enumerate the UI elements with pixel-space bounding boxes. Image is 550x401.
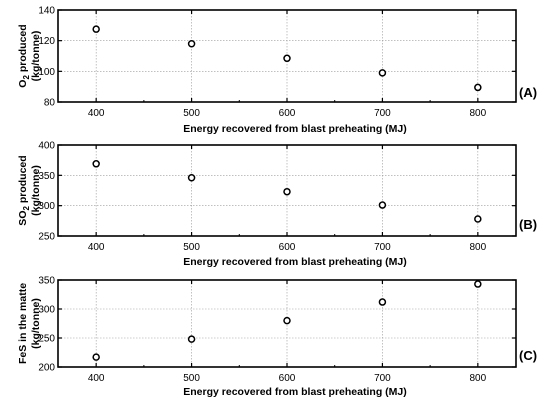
x-tick-label: 700 [374, 373, 391, 384]
chart-panel-2: 400 500 600 700 800 250 300 350 400 Energy recove… [17, 141, 537, 269]
y-tick-label: 350 [38, 276, 55, 287]
x-tick-label: 500 [183, 373, 200, 384]
y-label-rest: produced [17, 24, 29, 75]
panel-label: (C) [519, 348, 537, 363]
data-point [92, 25, 100, 33]
data-point [474, 280, 482, 288]
y-axis-label-line1: O2 produced [17, 24, 31, 87]
x-tick-label: 500 [183, 242, 200, 253]
y-label-subscript: 2 [22, 206, 31, 211]
data-point [378, 69, 387, 77]
y-tick-label: 350 [38, 171, 55, 182]
data-point [187, 335, 196, 343]
data-point [378, 201, 387, 209]
y-axis-label-line1: SO2 produced [17, 155, 31, 225]
y-tick-label: 300 [38, 201, 55, 212]
data-point [283, 54, 291, 63]
x-tick-label: 500 [183, 108, 200, 119]
x-tick-label: 800 [469, 373, 486, 384]
y-tick-label: 300 [38, 305, 55, 316]
chart-panel-3: 400 500 600 700 800 200 250 300 350 Energy recove… [17, 276, 537, 399]
x-tick-label: 400 [88, 242, 105, 253]
y-tick-label: 400 [38, 141, 55, 152]
y-axis-label-line2: (kg/tonne) [30, 298, 42, 349]
y-tick-label: 140 [38, 6, 55, 17]
data-point [92, 353, 100, 361]
panel-label: (A) [519, 85, 537, 100]
y-axis-label-line2: (kg/tonne) [30, 165, 42, 216]
x-axis-label: Energy recovered from blast preheating (… [183, 386, 406, 398]
data-point [283, 187, 291, 196]
x-tick-label: 700 [374, 108, 391, 119]
x-tick-label: 600 [279, 108, 296, 119]
chart-panel-1: 400 500 600 700 800 80 100 120 140 Energy recover… [17, 6, 537, 136]
data-point [474, 215, 482, 223]
y-axis-label-line2: (kg/tonne) [30, 31, 42, 82]
x-tick-label: 400 [88, 373, 105, 384]
y-tick-label: 250 [38, 334, 55, 345]
x-tick-label: 600 [279, 242, 296, 253]
panel-label: (B) [519, 217, 537, 232]
y-label-main: SO [17, 211, 29, 226]
x-tick-label: 600 [279, 373, 296, 384]
x-tick-label: 400 [88, 108, 105, 119]
y-label-rest: produced [17, 155, 29, 206]
y-tick-label: 120 [38, 36, 55, 47]
y-label-main: FeS in the matte [17, 283, 29, 364]
y-label-main: O [17, 80, 29, 88]
y-tick-label: 80 [44, 98, 56, 109]
x-axis-label: Energy recovered from blast preheating (… [183, 123, 406, 135]
data-point [378, 298, 387, 306]
y-axis-label: O2 produced (kg/tonne) [17, 24, 42, 87]
data-point [187, 174, 196, 182]
x-tick-label: 800 [469, 108, 486, 119]
y-tick-label: 200 [38, 363, 55, 374]
y-axis-label: FeS in the matte (kg/tonne) [17, 283, 42, 364]
x-tick-label: 700 [374, 242, 391, 253]
y-tick-label: 250 [38, 232, 55, 243]
data-point [474, 83, 482, 92]
y-axis-label-line1: FeS in the matte [17, 283, 29, 364]
data-point [92, 160, 100, 168]
y-axis-label: SO2 produced (kg/tonne) [17, 155, 42, 225]
x-tick-label: 800 [469, 242, 486, 253]
y-label-subscript: 2 [22, 75, 31, 80]
x-axis-label: Energy recovered from blast preheating (… [183, 256, 406, 268]
data-point [187, 39, 196, 48]
data-point [283, 316, 291, 325]
y-tick-label: 100 [38, 67, 55, 78]
